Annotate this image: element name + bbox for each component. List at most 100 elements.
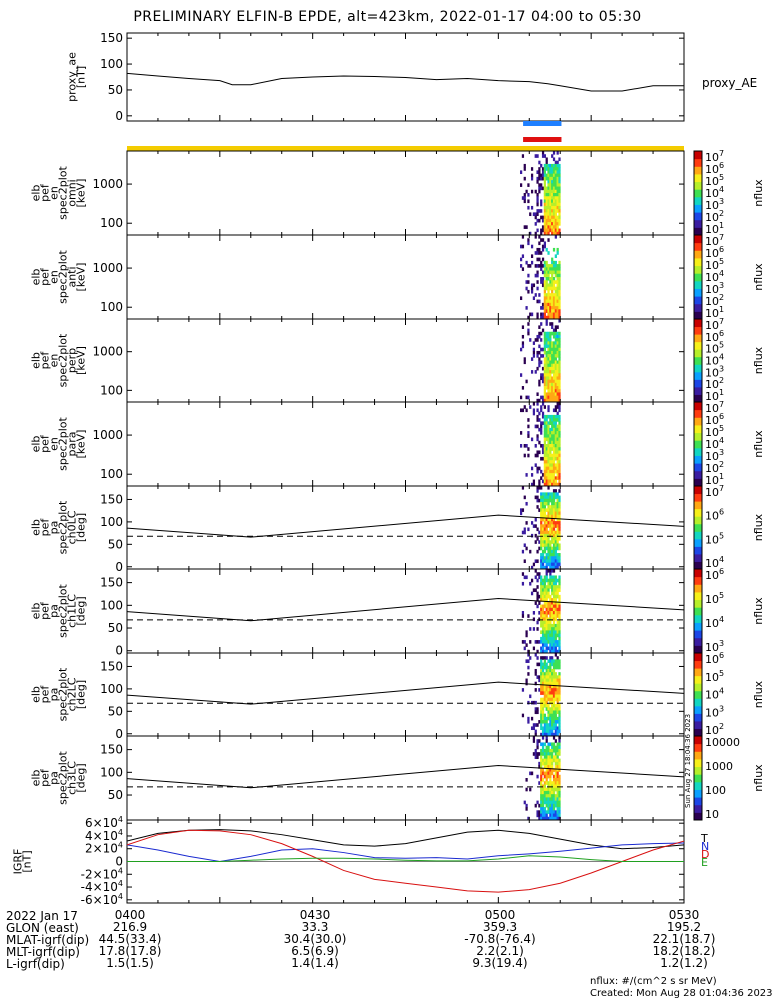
spec-omni-cell <box>523 167 526 171</box>
spec-ch3LC-cell <box>558 810 561 814</box>
spec-ch2LC-cell <box>554 707 557 711</box>
spec-ch2LC-cell <box>534 732 537 737</box>
spec-para-cell <box>532 479 536 484</box>
spec-omni-cell <box>551 193 554 197</box>
spec-ch1LC-cell <box>558 620 561 625</box>
proxy-ae-ytick: 50 <box>108 83 123 97</box>
spec-ch3LC-cell <box>545 816 548 821</box>
spec-ch2LC-cell <box>551 678 554 683</box>
proxy-ae-line <box>126 72 684 92</box>
spec-omni-cell <box>545 228 548 233</box>
spec-ch2LC-cell <box>549 659 552 663</box>
spec-ch1LC-cell <box>543 594 546 599</box>
spec-ch1LC-cell <box>538 601 541 605</box>
spec-perp-cell <box>551 376 554 381</box>
spec-omni-cell <box>556 167 559 171</box>
spec-omni-cell <box>549 180 552 184</box>
spec-anti-cell <box>556 302 559 307</box>
spec-ch1LC-cell <box>549 623 552 628</box>
spec-ch2LC-cell <box>551 716 554 721</box>
spec-omni-cell <box>525 189 528 194</box>
spec-ch0LC-cell <box>541 524 545 528</box>
spec-ch1LC-cell <box>541 630 545 635</box>
spec-omni-cell <box>536 180 539 184</box>
spec-para-cell <box>558 431 561 435</box>
spec-para-cell <box>532 411 536 416</box>
spec-anti-cell <box>547 267 550 271</box>
spec-para-cell <box>547 405 550 409</box>
spec-ch1LC-cell <box>547 578 550 583</box>
spec-ch3LC-cell <box>551 807 554 811</box>
spec-ch0LC-cell <box>545 527 548 532</box>
spec-para-cell <box>543 444 546 448</box>
spec-anti-cell <box>549 299 552 304</box>
footer-mlt-0400: 17.8(17.8) <box>99 944 162 958</box>
spec-ch0LC-cell <box>547 540 550 544</box>
spec-ch3LC-cell <box>558 739 561 743</box>
spec-ch0LC-cell <box>556 511 559 516</box>
spec-ch0LC-cell <box>549 514 552 519</box>
spec-ch1LC-cell <box>541 594 545 599</box>
spec-perp-cell <box>558 334 561 339</box>
spec-ch3LC-cell <box>556 794 559 798</box>
spec-ch1LC-cell <box>558 640 561 644</box>
spec-ch2LC-cell <box>540 656 543 660</box>
spec-ch1LC-cell <box>532 617 536 622</box>
spec-ch0LC-cell <box>540 492 543 496</box>
spec-perp-cell <box>551 354 554 358</box>
spec-para-cell <box>556 431 559 435</box>
spec-para-cell <box>556 447 559 451</box>
spec-omni-cell <box>549 222 552 226</box>
spec-anti-cell <box>541 247 545 252</box>
spec-anti-cell <box>552 264 556 268</box>
spec-para-ytick: 100 <box>100 467 123 481</box>
spec-anti-cell <box>541 277 545 281</box>
spec-ch3LC-cell <box>545 787 548 792</box>
spec-ch1LC-cell <box>532 611 536 615</box>
spec-perp-cell <box>530 370 534 374</box>
spec-anti-cell <box>552 306 556 310</box>
spec-ch3LC-cell <box>551 761 554 766</box>
spec-ch1LC-cell <box>545 607 548 612</box>
spec-para-cell <box>549 476 552 480</box>
spec-ch0LC-colorbar-tick: 106 <box>705 508 724 523</box>
spec-omni-cell <box>545 209 548 213</box>
spec-ch3LC-cell <box>549 755 552 760</box>
spec-para-cell <box>545 447 548 451</box>
spec-omni-cell <box>540 231 543 236</box>
spec-ch3LC-cell <box>549 781 552 785</box>
spec-para-cell <box>558 460 561 464</box>
spec-ch0LC-cell <box>540 530 543 535</box>
spec-anti-cell <box>543 280 546 284</box>
spec-omni-cell <box>525 225 528 229</box>
spec-ch2LC-cell <box>551 659 554 663</box>
spec-omni-cell <box>540 199 543 204</box>
spec-ch0LC-cell <box>558 511 561 516</box>
spec-ch1LC-cell <box>545 578 548 583</box>
spec-ch1LC-cell <box>551 585 554 589</box>
spec-ch0LC-cell <box>549 527 552 532</box>
spec-anti-cell <box>541 257 545 262</box>
igrf-legend-N: N <box>701 840 709 853</box>
spec-ch2LC-cell <box>536 710 539 715</box>
spec-perp-colorbar-segment <box>694 326 702 335</box>
spec-omni-cell <box>543 154 546 158</box>
spec-ch3LC-cell <box>543 810 546 814</box>
spec-omni-cell <box>556 225 559 229</box>
spec-ch1LC-cell <box>547 630 550 635</box>
spec-ch3LC-cell <box>551 758 554 763</box>
spec-ch0LC-cell <box>558 495 561 500</box>
spec-anti-cell <box>545 309 548 313</box>
spec-omni-cell <box>558 209 561 213</box>
igrf-legend-T: T <box>700 832 708 845</box>
spec-perp-cell <box>549 363 552 368</box>
spec-perp-cell <box>549 350 552 355</box>
spec-ch0LC-cell <box>552 537 556 541</box>
spec-ch2LC-cell <box>556 684 559 689</box>
spec-ch3LC-cell <box>549 765 552 769</box>
spec-ch3LC-cell <box>554 745 557 750</box>
spec-omni-cell <box>549 189 552 194</box>
spec-ch2LC-cell <box>541 713 545 718</box>
spec-para-cell <box>545 479 548 484</box>
spec-ch1LC-cell <box>558 607 561 612</box>
